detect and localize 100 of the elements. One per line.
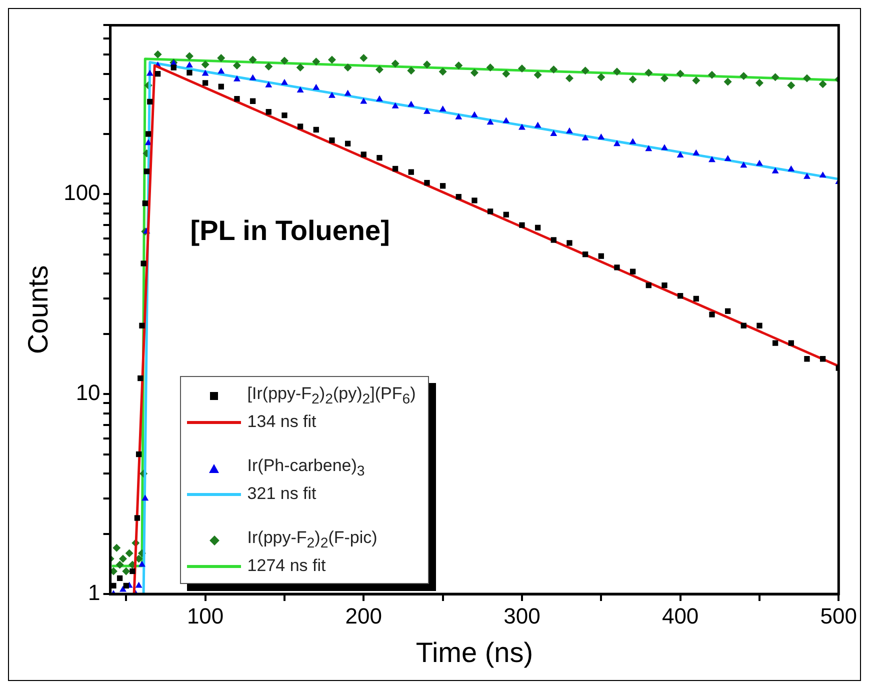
legend-label: 134 ns fit — [247, 412, 316, 432]
point — [329, 137, 335, 144]
point — [344, 140, 351, 146]
point — [598, 253, 604, 259]
point — [692, 76, 700, 85]
point — [660, 74, 668, 82]
point — [145, 131, 152, 137]
point — [708, 70, 716, 79]
point — [628, 75, 637, 84]
point — [266, 109, 272, 115]
x-tick-label: 300 — [504, 603, 540, 628]
point — [296, 86, 304, 92]
point — [677, 293, 684, 299]
point — [487, 208, 494, 214]
point — [550, 237, 556, 243]
point — [154, 70, 161, 77]
point — [550, 130, 558, 136]
point — [154, 50, 162, 58]
text: [Ir(ppy-F$_{2}$)$_{2}$(py)$_{2}$](PF$_{6}$) — [247, 384, 416, 408]
legend-label: 1274 ns fit — [247, 556, 326, 576]
point — [486, 118, 494, 125]
point — [186, 62, 193, 68]
point — [264, 62, 273, 71]
point — [566, 240, 572, 246]
point — [424, 108, 430, 114]
point — [597, 73, 606, 82]
point — [724, 154, 732, 161]
point — [566, 127, 573, 134]
point — [630, 268, 636, 274]
point — [265, 81, 272, 88]
point — [456, 194, 462, 200]
point — [375, 66, 384, 74]
point — [142, 200, 148, 206]
point — [709, 312, 715, 318]
point — [186, 70, 192, 76]
point — [503, 212, 509, 218]
point — [820, 356, 826, 362]
point — [120, 586, 126, 592]
point — [629, 138, 636, 144]
point — [392, 102, 399, 108]
point — [408, 169, 414, 175]
point — [534, 70, 542, 79]
y-axis-title: Counts — [22, 265, 54, 354]
point — [217, 54, 226, 62]
point — [771, 73, 780, 82]
point — [692, 149, 700, 156]
point — [218, 84, 224, 90]
point — [724, 78, 732, 86]
point — [138, 375, 144, 382]
point — [772, 167, 779, 174]
point — [581, 66, 590, 75]
point — [139, 322, 145, 328]
point — [170, 64, 176, 70]
point — [614, 264, 620, 270]
point — [392, 166, 398, 172]
point — [502, 117, 510, 124]
point — [360, 54, 368, 62]
point — [144, 168, 150, 174]
x-tick-label: 100 — [186, 603, 224, 628]
point — [123, 582, 129, 589]
point — [125, 549, 134, 558]
point — [438, 68, 447, 76]
point — [376, 95, 383, 102]
point — [134, 515, 140, 521]
point — [440, 183, 446, 189]
point — [819, 171, 826, 178]
point — [708, 156, 716, 162]
point — [328, 92, 336, 98]
point — [804, 172, 810, 179]
point — [518, 64, 526, 73]
point — [250, 98, 256, 104]
legend-label: Ir(ppy-F$_{2}$)$_{2}$(F-pic) — [247, 528, 378, 552]
point — [248, 56, 257, 64]
point — [234, 96, 240, 102]
point — [201, 60, 210, 69]
point — [202, 80, 208, 86]
point — [218, 68, 225, 74]
x-tick-label: 500 — [820, 603, 858, 628]
point — [582, 252, 588, 258]
point — [130, 568, 136, 574]
point — [804, 356, 810, 362]
point — [312, 58, 320, 66]
point — [136, 451, 142, 458]
x-tick-label: 400 — [662, 603, 699, 628]
point — [344, 90, 352, 96]
point — [297, 124, 304, 130]
point — [118, 554, 127, 563]
legend-label: 321 ns fit — [247, 484, 316, 504]
point — [756, 322, 762, 328]
point — [519, 222, 525, 228]
point — [788, 165, 795, 172]
point — [376, 154, 382, 161]
point — [502, 70, 510, 78]
point — [787, 81, 796, 90]
point — [471, 111, 478, 118]
point — [234, 75, 240, 82]
point — [135, 582, 142, 588]
point — [550, 66, 558, 74]
point — [116, 575, 123, 581]
point — [249, 74, 256, 80]
